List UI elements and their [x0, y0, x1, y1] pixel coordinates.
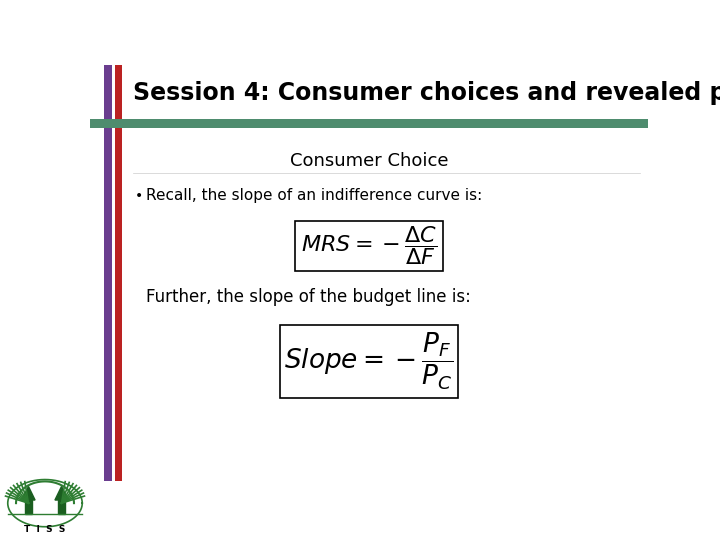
Polygon shape [55, 487, 68, 500]
Bar [90, 119, 648, 128]
Bar [25, 500, 32, 514]
Text: Recall, the slope of an indifference curve is:: Recall, the slope of an indifference cur… [145, 188, 482, 203]
Text: •: • [135, 188, 143, 202]
Bar [295, 221, 443, 271]
Text: Further, the slope of the budget line is:: Further, the slope of the budget line is… [145, 288, 471, 306]
Bar [280, 325, 458, 398]
Text: $\mathit{Slope} = -\dfrac{P_F}{P_C}$: $\mathit{Slope} = -\dfrac{P_F}{P_C}$ [284, 330, 454, 392]
Text: $MRS = -\dfrac{\Delta C}{\Delta F}$: $MRS = -\dfrac{\Delta C}{\Delta F}$ [301, 224, 437, 267]
Polygon shape [22, 487, 35, 500]
Text: Session 4: Consumer choices and revealed preferences: Session 4: Consumer choices and revealed… [132, 80, 720, 105]
Bar [114, 65, 122, 481]
Bar [58, 500, 65, 514]
Text: Consumer Choice: Consumer Choice [289, 152, 449, 170]
Bar [90, 65, 648, 120]
Text: T  I  S  S: T I S S [24, 524, 66, 534]
Bar [104, 65, 112, 481]
